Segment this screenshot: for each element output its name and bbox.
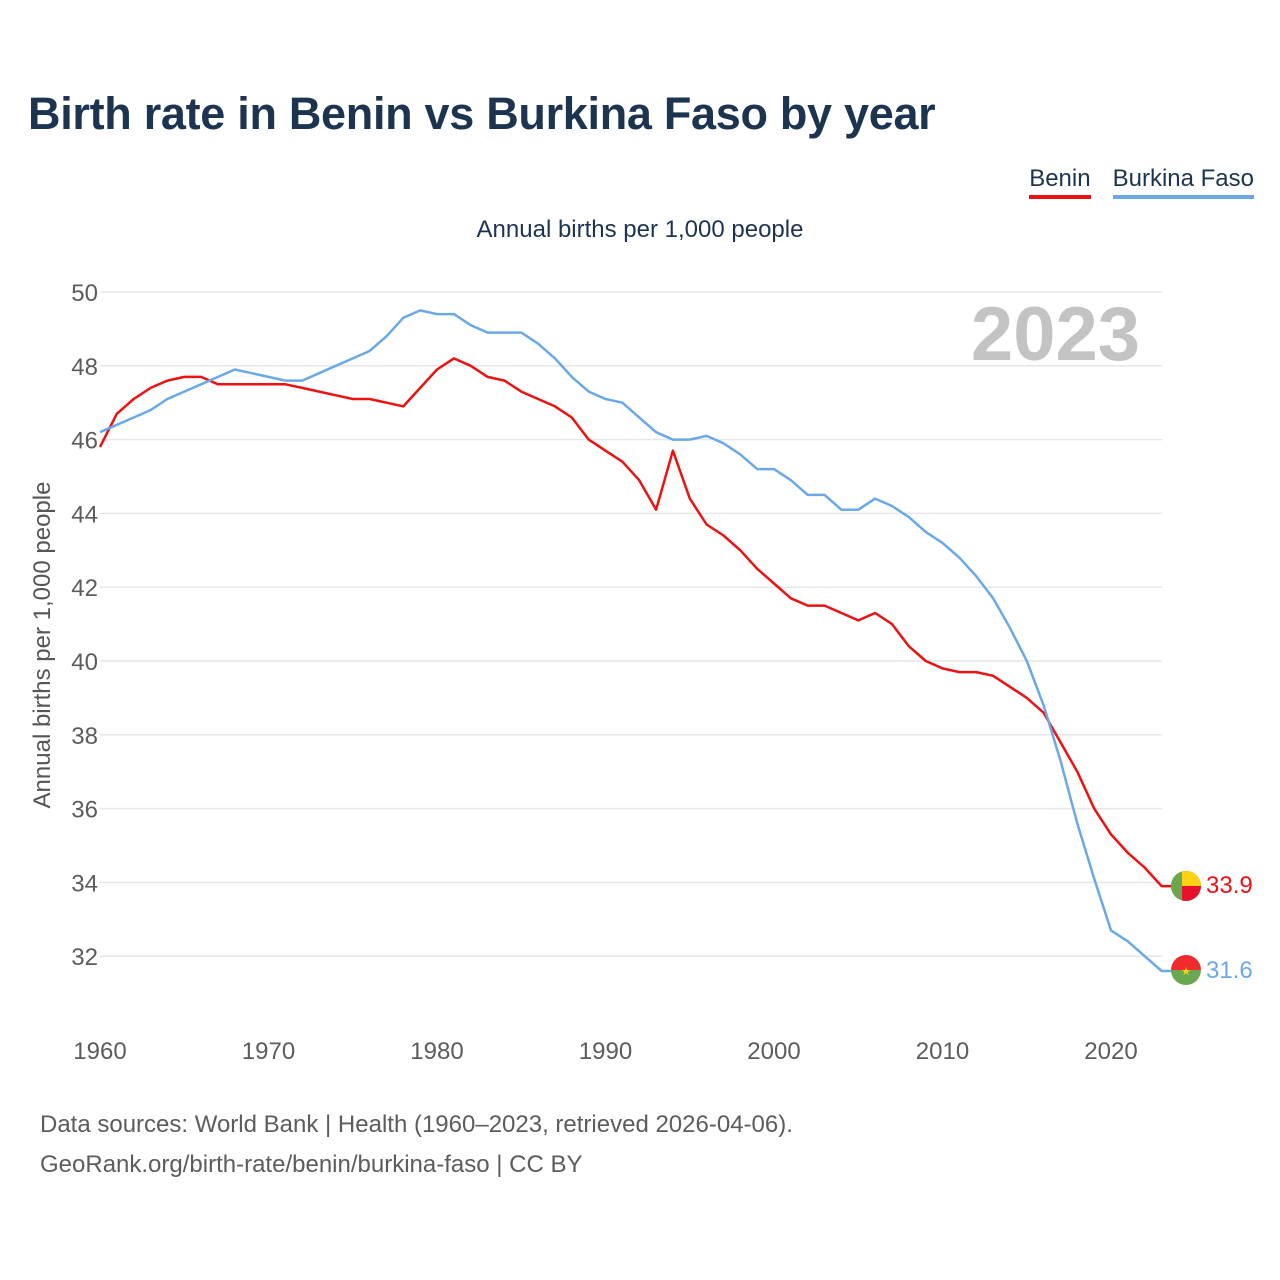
- grid-lines: [100, 291, 1162, 957]
- legend-item-burkina-faso[interactable]: Burkina Faso: [1112, 165, 1254, 199]
- end-label-burkina-faso: 31.6: [1206, 957, 1253, 984]
- x-tick-label: 1980: [410, 1038, 463, 1065]
- end-label-benin: 33.9: [1206, 872, 1253, 899]
- x-tick-label: 2010: [916, 1038, 969, 1065]
- y-tick-label: 32: [71, 944, 98, 971]
- footer-link[interactable]: GeoRank.org/birth-rate/benin/burkina-fas…: [40, 1151, 583, 1178]
- x-tick-label: 1990: [579, 1038, 632, 1065]
- x-tick-label: 1970: [242, 1038, 295, 1065]
- y-tick-label: 40: [71, 649, 98, 676]
- y-axis-label: Annual births per 1,000 people: [29, 482, 56, 809]
- chart-title: Birth rate in Benin vs Burkina Faso by y…: [28, 88, 936, 139]
- benin-flag-icon: [1171, 871, 1201, 901]
- y-tick-label: 42: [71, 575, 98, 602]
- series-line-burkina-faso[interactable]: [99, 309, 1186, 973]
- y-tick-label: 48: [71, 354, 98, 381]
- svg-text:★: ★: [1181, 966, 1191, 978]
- x-tick-label: 2020: [1084, 1038, 1137, 1065]
- x-axis-ticks: 1960 1970 1980 1990 2000 2010 2020: [73, 1038, 1137, 1065]
- legend-item-benin[interactable]: Benin: [1029, 165, 1091, 199]
- y-tick-label: 50: [71, 280, 98, 307]
- series-lines: [98, 309, 1186, 973]
- y-tick-label: 34: [71, 870, 98, 897]
- year-watermark: 2023: [971, 292, 1140, 377]
- footer-sources: Data sources: World Bank | Health (1960–…: [40, 1111, 793, 1138]
- series-line-benin[interactable]: [98, 357, 1186, 888]
- end-markers: ★: [1171, 871, 1201, 985]
- x-tick-label: 2000: [747, 1038, 800, 1065]
- y-axis-ticks: 32 34 36 38 40 42 44 46 48 50: [71, 280, 98, 971]
- footer: Data sources: World Bank | Health (1960–…: [40, 1105, 793, 1185]
- y-tick-label: 46: [71, 428, 98, 455]
- y-tick-label: 38: [71, 723, 98, 750]
- legend: Benin Burkina Faso: [1029, 165, 1254, 199]
- y-tick-label: 36: [71, 797, 98, 824]
- burkina-faso-flag-icon: ★: [1171, 955, 1201, 985]
- chart-subtitle: Annual births per 1,000 people: [476, 216, 804, 243]
- y-tick-label: 44: [71, 501, 98, 528]
- x-tick-label: 1960: [73, 1038, 126, 1065]
